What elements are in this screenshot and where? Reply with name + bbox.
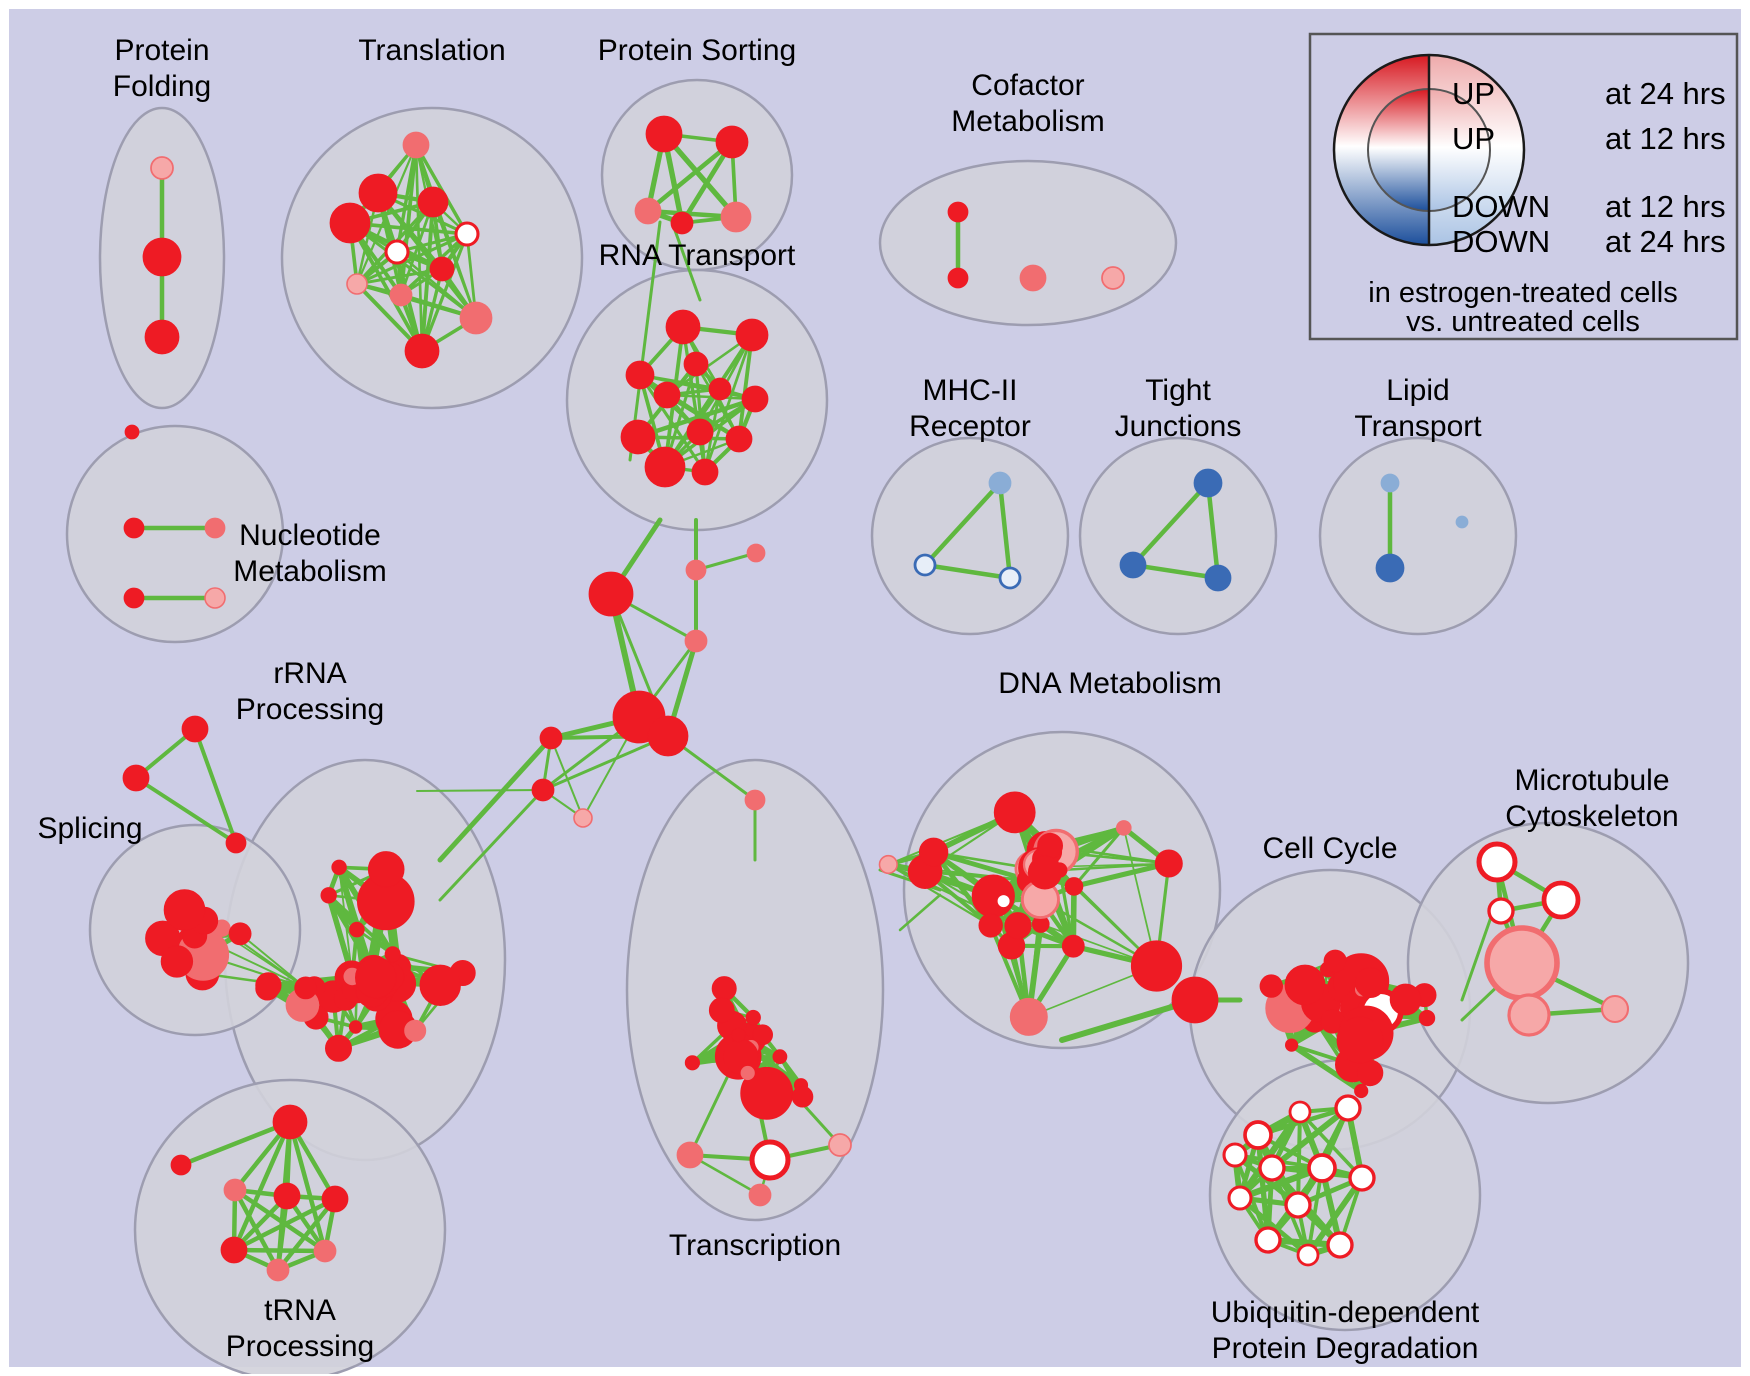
- svg-text:rRNA: rRNA: [273, 657, 346, 690]
- svg-text:RNA Transport: RNA Transport: [599, 239, 796, 272]
- svg-text:Translation: Translation: [358, 34, 505, 67]
- svg-text:at 12 hrs: at 12 hrs: [1605, 189, 1726, 224]
- svg-text:Microtubule: Microtubule: [1514, 764, 1669, 797]
- svg-text:Protein: Protein: [114, 34, 209, 67]
- svg-text:DNA Metabolism: DNA Metabolism: [998, 667, 1221, 700]
- svg-text:Metabolism: Metabolism: [233, 555, 386, 588]
- svg-text:MHC-II: MHC-II: [923, 374, 1018, 407]
- svg-text:Processing: Processing: [226, 1330, 374, 1363]
- svg-text:Transcription: Transcription: [669, 1229, 841, 1262]
- svg-text:Splicing: Splicing: [37, 812, 142, 845]
- svg-text:UP: UP: [1452, 76, 1495, 111]
- svg-text:at 24 hrs: at 24 hrs: [1605, 76, 1726, 111]
- svg-text:UP: UP: [1452, 121, 1495, 156]
- svg-text:Nucleotide: Nucleotide: [239, 519, 381, 552]
- svg-text:vs. untreated cells: vs. untreated cells: [1406, 306, 1640, 338]
- svg-text:Protein Sorting: Protein Sorting: [598, 34, 796, 67]
- svg-text:Lipid: Lipid: [1386, 374, 1449, 407]
- svg-text:Processing: Processing: [236, 693, 384, 726]
- svg-text:in estrogen-treated cells: in estrogen-treated cells: [1368, 277, 1678, 309]
- svg-text:Junctions: Junctions: [1115, 410, 1242, 443]
- svg-text:Tight: Tight: [1145, 374, 1211, 407]
- svg-text:Metabolism: Metabolism: [951, 105, 1104, 138]
- svg-text:Ubiquitin-dependent: Ubiquitin-dependent: [1211, 1296, 1480, 1329]
- svg-text:at 12 hrs: at 12 hrs: [1605, 121, 1726, 156]
- svg-text:Cytoskeleton: Cytoskeleton: [1505, 800, 1678, 833]
- svg-text:Cofactor: Cofactor: [971, 69, 1084, 102]
- svg-text:Cell Cycle: Cell Cycle: [1262, 832, 1397, 865]
- svg-text:Folding: Folding: [113, 70, 211, 103]
- svg-text:Receptor: Receptor: [909, 410, 1031, 443]
- svg-text:tRNA: tRNA: [264, 1294, 336, 1327]
- svg-text:DOWN: DOWN: [1452, 189, 1550, 224]
- svg-text:Protein Degradation: Protein Degradation: [1212, 1332, 1479, 1365]
- svg-text:DOWN: DOWN: [1452, 224, 1550, 259]
- svg-text:at 24 hrs: at 24 hrs: [1605, 224, 1726, 259]
- svg-text:Transport: Transport: [1354, 410, 1482, 443]
